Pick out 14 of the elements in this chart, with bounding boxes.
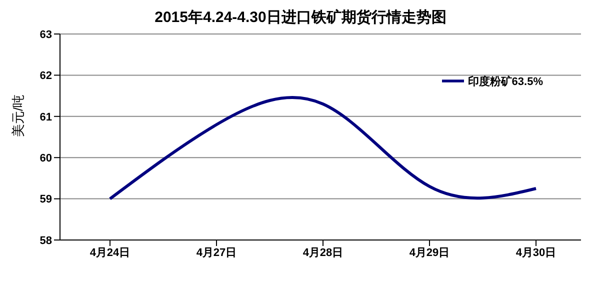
y-axis-title: 美元/吨 (10, 94, 26, 137)
chart-title: 2015年4.24-4.30日进口铁矿期货行情走势图 (154, 8, 448, 28)
y-tick-label: 62 (40, 70, 52, 82)
x-tick-label: 4月29日 (409, 246, 450, 259)
x-tick-label: 4月24日 (90, 246, 130, 259)
x-tick-label: 4月30日 (516, 246, 556, 259)
y-tick-label: 58 (40, 234, 52, 247)
x-tick-label: 4月28日 (302, 246, 344, 259)
y-tick-label: 60 (40, 152, 52, 165)
x-tick-label: 4月27日 (196, 246, 237, 259)
y-tick-label: 59 (40, 194, 52, 206)
y-tick-label: 61 (40, 111, 52, 124)
legend-label: 印度粉矿63.5% (468, 76, 543, 88)
y-tick-label: 63 (40, 28, 52, 41)
